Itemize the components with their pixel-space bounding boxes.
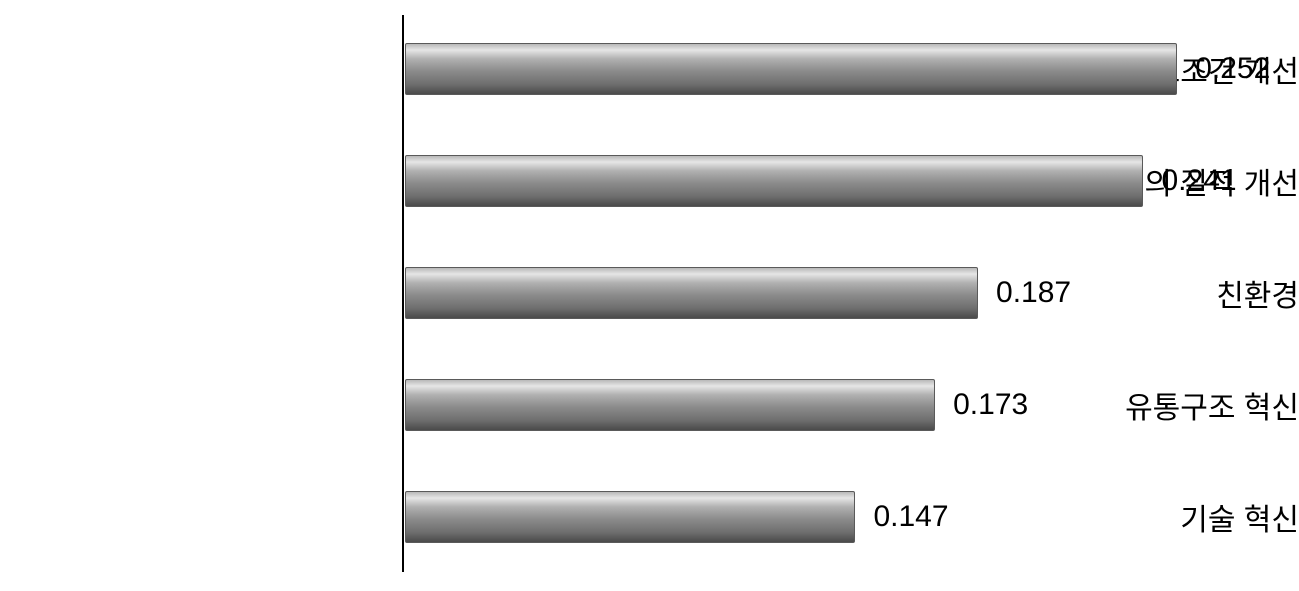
value-label: 0.173 (953, 388, 1028, 422)
bar (405, 267, 978, 319)
bar (405, 379, 935, 431)
value-label: 0.187 (996, 276, 1071, 310)
bar-row: 기술 혁신0.147 (0, 491, 1299, 543)
bar (405, 43, 1177, 95)
bar-row: 유통구조 혁신0.173 (0, 379, 1299, 431)
category-label: 기술 혁신 (919, 495, 1299, 539)
value-label: 0.252 (1195, 52, 1270, 86)
horizontal-bar-chart: 근로조건 개선0.252 사회서비스의 질적 개선0.241 친환경0.187 유통구… (0, 0, 1299, 591)
value-label: 0.241 (1161, 164, 1236, 198)
bar-row: 친환경0.187 (0, 267, 1299, 319)
bar-row: 근로조건 개선0.252 (0, 43, 1299, 95)
bar (405, 155, 1143, 207)
bar (405, 491, 855, 543)
bar-row: 사회서비스의 질적 개선0.241 (0, 155, 1299, 207)
value-label: 0.147 (873, 500, 948, 534)
